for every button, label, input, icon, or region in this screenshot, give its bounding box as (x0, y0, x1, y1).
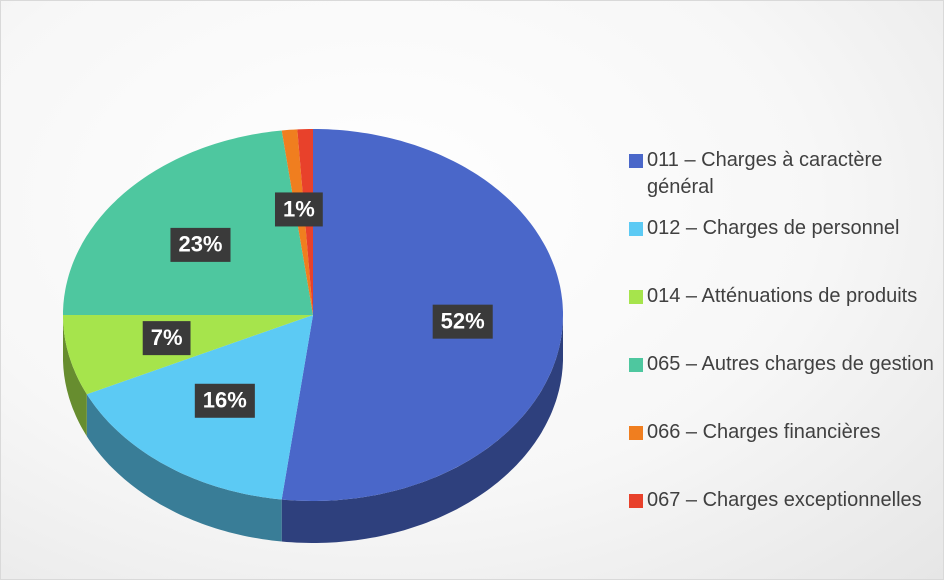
legend-swatch (629, 494, 643, 508)
data-label: 23% (170, 227, 231, 262)
data-label: 52% (432, 304, 493, 339)
slice-side (63, 315, 87, 437)
data-label-box (432, 304, 493, 339)
legend-swatch (629, 358, 643, 372)
data-label-text: 23% (178, 232, 222, 257)
legend-label: 065 – Autres charges de gestion (647, 353, 934, 375)
legend-label: 011 – Charges à caractère général (647, 149, 883, 198)
legend-entry: 014 – Atténuations de produits (629, 283, 935, 351)
data-label: 16% (194, 383, 255, 418)
data-label-box (170, 227, 231, 262)
data-label-text: 16% (203, 388, 247, 413)
legend-entry: 012 – Charges de personnel (629, 215, 935, 283)
slice (63, 130, 313, 315)
slice (281, 129, 563, 501)
legend-swatch (629, 426, 643, 440)
slice-side (86, 394, 282, 542)
legend-swatch (629, 154, 643, 168)
legend-entry: 011 – Charges à caractère général (629, 147, 935, 215)
legend-label: 012 – Charges de personnel (647, 217, 900, 239)
legend-entry: 067 – Charges exceptionnelles (629, 487, 935, 555)
data-label-box (194, 383, 255, 418)
pie-chart: 52% 16% 7% 23% 1% (63, 129, 563, 543)
data-label-text: 1% (283, 196, 315, 221)
data-label-text: 52% (441, 308, 485, 333)
data-label: 1% (274, 192, 323, 227)
legend-label: 067 – Charges exceptionnelles (647, 489, 922, 511)
data-label-box (142, 321, 191, 356)
legend-entry: 065 – Autres charges de gestion (629, 351, 935, 419)
data-label: 7% (142, 321, 191, 356)
legend: 011 – Charges à caractère général 012 – C… (629, 147, 935, 555)
legend-swatch (629, 222, 643, 236)
legend-label: 066 – Charges financières (647, 421, 881, 443)
slice-side (281, 315, 563, 543)
legend-swatch (629, 290, 643, 304)
legend-label: 014 – Atténuations de produits (647, 285, 918, 307)
legend-entry: 066 – Charges financières (629, 419, 935, 487)
data-label-text: 7% (151, 325, 183, 350)
data-label-box (274, 192, 323, 227)
